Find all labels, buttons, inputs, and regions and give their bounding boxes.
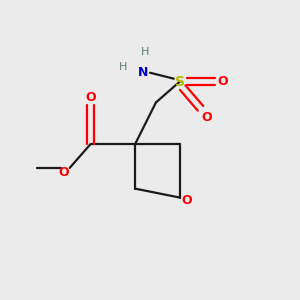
Text: O: O: [182, 194, 193, 207]
Text: O: O: [85, 92, 96, 104]
Text: O: O: [58, 166, 69, 179]
Text: N: N: [137, 66, 148, 79]
Text: H: H: [141, 47, 150, 57]
Text: O: O: [201, 111, 212, 124]
Text: O: O: [218, 75, 228, 88]
Text: S: S: [175, 75, 185, 88]
Text: H: H: [119, 62, 128, 72]
